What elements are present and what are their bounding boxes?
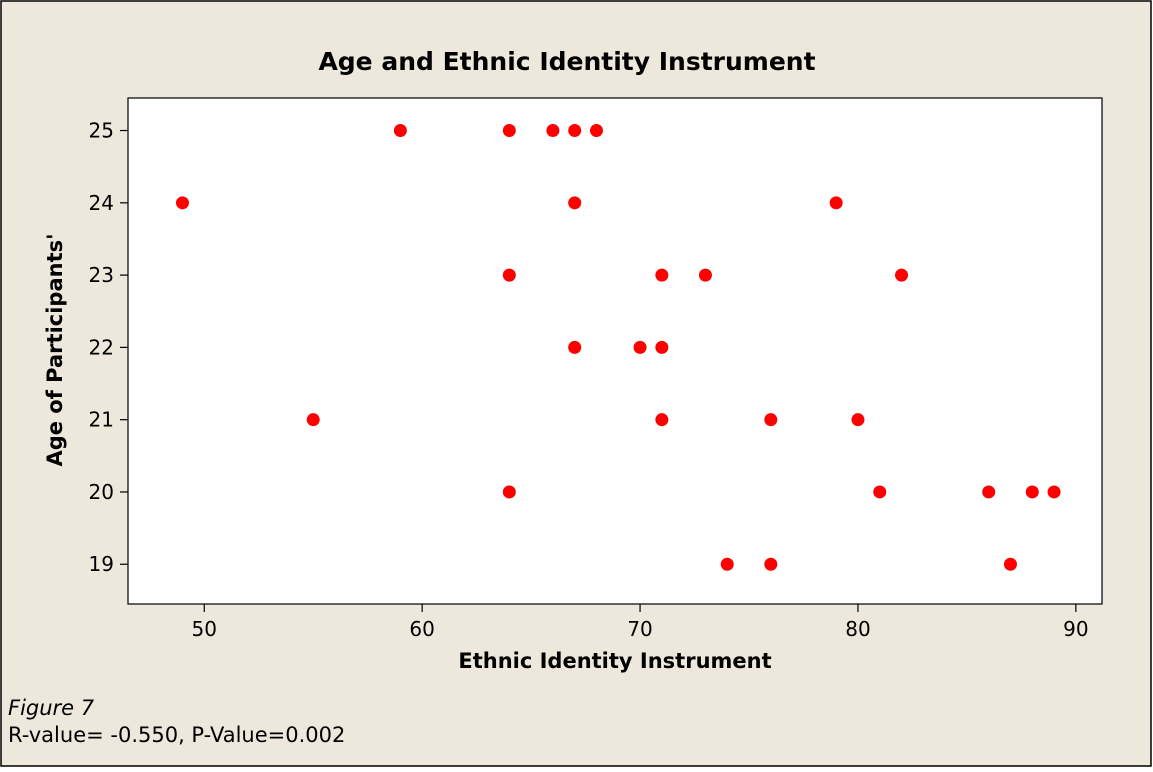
data-point <box>764 557 778 571</box>
x-tick-label: 70 <box>627 617 652 641</box>
data-point <box>589 124 603 138</box>
y-tick-label: 23 <box>89 263 114 287</box>
data-point <box>873 485 887 499</box>
data-point <box>306 413 320 427</box>
x-axis: 50 60 70 80 90 <box>192 604 1089 641</box>
data-point <box>720 557 734 571</box>
data-point <box>175 196 189 210</box>
data-point <box>546 124 560 138</box>
y-axis: 19 20 21 22 23 24 25 <box>89 119 128 576</box>
data-point <box>633 340 647 354</box>
x-tick-label: 80 <box>845 617 870 641</box>
figure-label: Figure 7 <box>8 696 95 720</box>
data-point <box>895 268 909 282</box>
plot-area <box>127 97 1103 605</box>
data-point <box>502 124 516 138</box>
data-point <box>764 413 778 427</box>
data-point <box>698 268 712 282</box>
y-tick-label: 24 <box>89 191 114 215</box>
x-tick-label: 60 <box>409 617 434 641</box>
chart-title: Age and Ethnic Identity Instrument <box>318 47 815 76</box>
x-tick-label: 50 <box>192 617 217 641</box>
data-point <box>851 413 865 427</box>
data-point <box>829 196 843 210</box>
y-tick-label: 22 <box>89 335 114 359</box>
data-point <box>502 268 516 282</box>
data-point <box>502 485 516 499</box>
statistics-text: R-value= -0.550, P-Value=0.002 <box>8 723 346 747</box>
data-point <box>982 485 996 499</box>
data-points <box>175 124 1061 571</box>
data-point <box>1025 485 1039 499</box>
data-point <box>568 196 582 210</box>
data-point <box>655 268 669 282</box>
data-point <box>655 340 669 354</box>
x-axis-label: Ethnic Identity Instrument <box>458 649 771 673</box>
data-point <box>1003 557 1017 571</box>
data-point <box>393 124 407 138</box>
y-tick-label: 25 <box>89 119 114 143</box>
y-tick-label: 21 <box>89 408 114 432</box>
data-point <box>568 124 582 138</box>
data-point <box>1047 485 1061 499</box>
y-tick-label: 20 <box>89 480 114 504</box>
data-point <box>568 340 582 354</box>
x-tick-label: 90 <box>1063 617 1088 641</box>
data-point <box>655 413 669 427</box>
y-tick-label: 19 <box>89 552 114 576</box>
y-axis-label: Age of Participants' <box>43 233 67 466</box>
